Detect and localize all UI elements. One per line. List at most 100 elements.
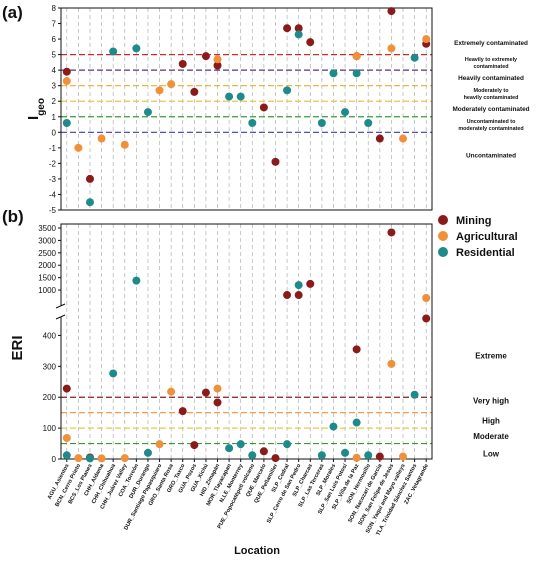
point-a-mining [62, 67, 71, 76]
point-a-mining [375, 134, 384, 143]
y-tick-label-b: 3000 [38, 236, 56, 245]
point-a-residential [225, 92, 234, 101]
point-b-residential [294, 281, 303, 290]
point-b-mining [306, 279, 315, 288]
legend-marker-agricultural [438, 231, 448, 241]
y-tick-label-a: 6 [52, 35, 57, 44]
y-tick-label-b: 400 [43, 331, 57, 340]
y-tick-label-b: 2000 [38, 261, 56, 270]
data-points [62, 7, 431, 463]
y-tick-label-b: 1000 [38, 286, 56, 295]
point-b-mining [352, 345, 361, 354]
risk-class-label: Very high [473, 396, 509, 405]
plot-frame-a [60, 7, 433, 211]
point-a-mining [259, 103, 268, 112]
contamination-class-label: moderately contaminated [458, 126, 523, 132]
point-a-mining [178, 59, 187, 68]
point-a-residential [352, 69, 361, 78]
y-tick-label-a: -1 [49, 144, 57, 153]
point-b-agricultural [399, 452, 408, 461]
point-b-residential [410, 390, 419, 399]
plot-frame-b [60, 223, 433, 460]
contamination-class-label: Moderately to [473, 88, 509, 94]
contamination-class-label: Moderately contaminated [452, 106, 529, 113]
contamination-class-label: Heavily contaminated [458, 75, 524, 82]
legend-label-agricultural: Agricultural [456, 231, 518, 243]
contamination-class-label: Uncontaminated [466, 153, 516, 160]
y-tick-label-a: 3 [52, 82, 57, 91]
point-b-residential [364, 451, 373, 460]
point-b-mining [178, 407, 187, 416]
y-tick-label-a: 7 [52, 20, 57, 29]
y-tick-label-a: -3 [49, 175, 57, 184]
point-b-mining [190, 441, 199, 450]
point-b-mining [271, 454, 280, 463]
point-a-agricultural [62, 77, 71, 86]
risk-class-label: Low [483, 449, 500, 458]
panel-b-label: (b) [2, 207, 24, 226]
y-tick-label-b: 300 [43, 362, 57, 371]
point-a-mining [306, 38, 315, 47]
y-tick-label-a: 0 [52, 128, 57, 137]
point-a-residential [143, 108, 152, 117]
point-b-residential [225, 444, 234, 453]
y-tick-label-a: 5 [52, 51, 57, 60]
grid-lines [66, 8, 427, 459]
legend-label-mining: Mining [456, 215, 491, 227]
axis-break-mark [55, 314, 66, 320]
point-a-agricultural [387, 44, 396, 53]
point-a-agricultural [167, 80, 176, 89]
point-a-agricultural [213, 55, 222, 64]
axis-break-gap [55, 306, 65, 317]
point-a-residential [317, 118, 326, 127]
threshold-lines [61, 54, 432, 445]
y-tick-label-b: 3500 [38, 224, 56, 233]
y-tick-label-b: 2500 [38, 249, 56, 258]
contamination-class-label: Heavily to extremely [465, 57, 517, 63]
point-b-mining [62, 384, 71, 393]
y-tick-label-a: -4 [49, 190, 57, 199]
legend-marker-mining [438, 215, 448, 225]
point-a-residential [341, 108, 350, 117]
contamination-class-label: Uncontaminated to [467, 119, 517, 125]
point-b-residential [109, 369, 118, 378]
risk-class-label: High [482, 416, 500, 425]
point-b-mining [213, 398, 222, 407]
y-tick-label-a: 2 [52, 97, 57, 106]
axis-break-mark [55, 303, 66, 309]
point-b-residential [62, 451, 71, 460]
risk-class-label: Moderate [473, 432, 509, 441]
point-b-residential [329, 422, 338, 431]
point-a-mining [271, 157, 280, 166]
point-a-mining [387, 7, 396, 16]
point-b-mining [201, 388, 210, 397]
point-a-residential [236, 92, 245, 101]
point-a-residential [85, 198, 94, 207]
y-axis-title-a: Igeo [25, 98, 47, 120]
point-a-residential [109, 47, 118, 56]
y-tick-label-b: 200 [43, 393, 57, 402]
point-b-agricultural [422, 294, 431, 303]
y-tick-label-a: 8 [52, 4, 57, 13]
point-b-agricultural [62, 433, 71, 442]
legend-marker-residential [438, 247, 448, 257]
point-a-residential [283, 86, 292, 95]
point-a-residential [364, 118, 373, 127]
legend-label-residential: Residential [456, 247, 515, 259]
point-a-agricultural [74, 143, 83, 152]
point-b-agricultural [352, 453, 361, 462]
point-b-residential [143, 448, 152, 457]
point-b-agricultural [74, 454, 83, 463]
point-a-agricultural [399, 134, 408, 143]
point-b-residential [317, 451, 326, 460]
point-b-agricultural [387, 359, 396, 368]
point-b-residential [352, 418, 361, 427]
point-a-residential [410, 53, 419, 62]
point-b-residential [283, 440, 292, 449]
y-tick-label-a: 4 [52, 66, 57, 75]
point-b-agricultural [155, 440, 164, 449]
point-a-residential [248, 118, 257, 127]
point-b-residential [236, 440, 245, 449]
contamination-class-label: contaminated [473, 64, 508, 70]
